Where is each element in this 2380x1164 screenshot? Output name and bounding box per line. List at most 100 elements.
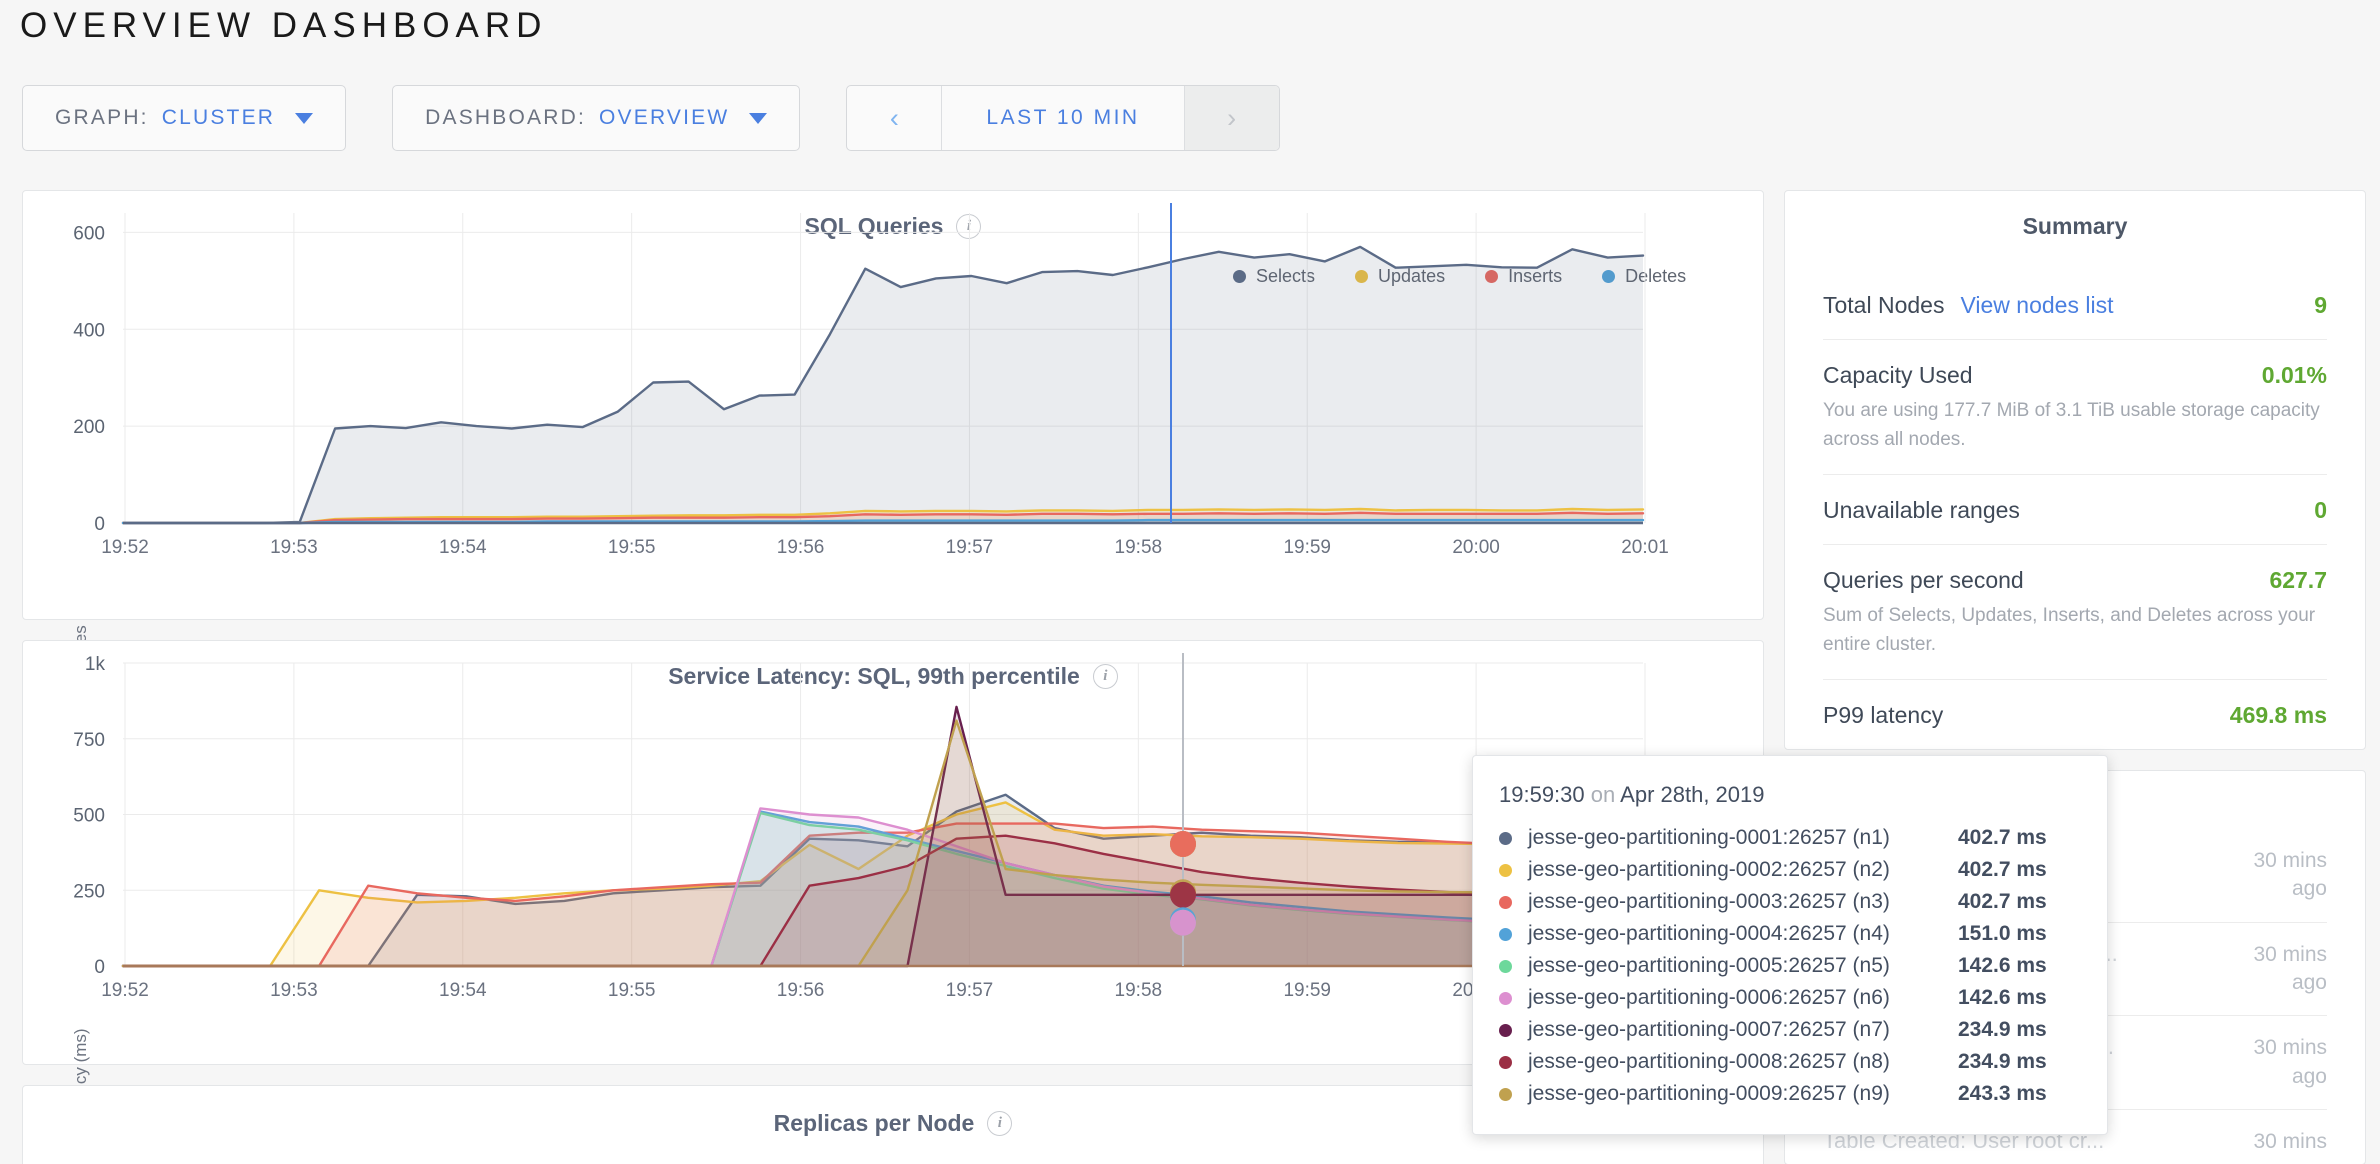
summary-label: Capacity Used <box>1823 362 1973 388</box>
summary-value: 627.7 <box>2269 567 2327 593</box>
tooltip-row: jesse-geo-partitioning-0001:26257 (n1) 40… <box>1499 822 2077 854</box>
legend-label-updates: Updates <box>1378 266 1446 286</box>
tooltip-row: jesse-geo-partitioning-0006:26257 (n6) 14… <box>1499 982 2077 1014</box>
event-time: 30 mins ago <box>2253 849 2327 901</box>
tooltip-row: jesse-geo-partitioning-0004:26257 (n4) 15… <box>1499 918 2077 950</box>
sql-queries-card: SQL Queries i Selects Updates Inserts De… <box>22 190 1765 681</box>
dashboard-select[interactable]: DASHBOARD: OVERVIEW <box>392 85 801 151</box>
chevron-down-icon <box>295 112 314 124</box>
sql-queries-plot[interactable]: 0 200 400 600 19:52 19:53 19:54 19:55 19:56 19:57… <box>23 191 1765 621</box>
y-tick-label: 1k <box>85 654 106 675</box>
legend-dot-inserts <box>1485 270 1499 283</box>
x-tick-label: 19:53 <box>270 980 318 1001</box>
x-tick-label: 19:55 <box>608 537 656 558</box>
tooltip-series-name: jesse-geo-partitioning-0002:26257 (n2) <box>1528 858 1890 881</box>
chevron-down-icon <box>749 112 768 124</box>
y-tick-label: 0 <box>94 957 105 978</box>
x-tick-label: 19:55 <box>608 980 656 1001</box>
tooltip-series-name: jesse-geo-partitioning-0008:26257 (n8) <box>1528 1050 1890 1073</box>
legend-item-deletes[interactable]: Deletes <box>1602 266 1686 287</box>
tooltip-series-name: jesse-geo-partitioning-0007:26257 (n7) <box>1528 1018 1890 1041</box>
summary-label: Total Nodes <box>1823 292 1945 318</box>
tooltip-date: Apr 28th, 2019 <box>1620 782 1765 807</box>
y-tick-label: 500 <box>73 806 105 827</box>
info-icon[interactable]: i <box>987 1111 1013 1136</box>
latency-title: Service Latency: SQL, 99th percentile <box>668 663 1080 689</box>
graph-select[interactable]: GRAPH: CLUSTER <box>22 85 347 151</box>
tooltip-series-value: 402.7 ms <box>1958 826 2047 849</box>
x-tick-label: 19:54 <box>439 980 487 1001</box>
legend-label-deletes: Deletes <box>1625 266 1687 286</box>
tooltip-series-value: 234.9 ms <box>1958 1050 2047 1073</box>
view-nodes-list-link[interactable]: View nodes list <box>1960 292 2114 318</box>
page-title: OVERVIEW DASHBOARD <box>20 6 548 45</box>
tooltip-row: jesse-geo-partitioning-0009:26257 (n9) 24… <box>1499 1078 2077 1110</box>
tooltip-series-name: jesse-geo-partitioning-0004:26257 (n4) <box>1528 922 1890 945</box>
graph-select-value: CLUSTER <box>161 106 276 129</box>
sql-queries-legend: Selects Updates Inserts Deletes <box>1233 266 1686 287</box>
summary-value: 9 <box>2314 292 2327 318</box>
x-tick-label: 19:59 <box>1283 537 1331 558</box>
sql-queries-title: SQL Queries <box>804 213 944 239</box>
tooltip-row: jesse-geo-partitioning-0003:26257 (n3) 40… <box>1499 886 2077 918</box>
legend-dot-updates <box>1355 270 1369 283</box>
tooltip-row: jesse-geo-partitioning-0002:26257 (n2) 40… <box>1499 854 2077 886</box>
prev-range-button[interactable]: ‹ <box>847 86 943 150</box>
tooltip-series-value: 234.9 ms <box>1958 1018 2047 1041</box>
summary-label: P99 latency <box>1823 702 1944 728</box>
legend-label-inserts: Inserts <box>1508 266 1563 286</box>
event-time: 30 mins ago <box>2253 1036 2327 1088</box>
tooltip-series-name: jesse-geo-partitioning-0006:26257 (n6) <box>1528 986 1890 1009</box>
latency-card: Service Latency: SQL, 99th percentile i … <box>22 640 1765 1121</box>
toolbar: GRAPH: CLUSTER DASHBOARD: OVERVIEW ‹ LAS… <box>22 85 1280 151</box>
tooltip-series-dot <box>1499 895 1512 909</box>
replicas-title: Replicas per Node <box>773 1110 975 1136</box>
x-tick-label: 19:56 <box>777 537 825 558</box>
event-time: 30 mins ago <box>2253 1130 2327 1164</box>
time-range-picker: ‹ LAST 10 MIN › <box>846 85 1280 151</box>
y-tick-label: 750 <box>73 730 105 751</box>
summary-row-unavailable-ranges: Unavailable ranges 0 <box>1823 474 2327 544</box>
tooltip-on-word: on <box>1590 782 1616 807</box>
tooltip-series-value: 142.6 ms <box>1958 954 2047 977</box>
legend-item-updates[interactable]: Updates <box>1355 266 1445 287</box>
y-tick-label: 250 <box>73 881 105 902</box>
tooltip-series-dot <box>1499 1055 1512 1069</box>
legend-item-inserts[interactable]: Inserts <box>1485 266 1562 287</box>
tooltip-series-value: 142.6 ms <box>1958 986 2047 1009</box>
legend-item-selects[interactable]: Selects <box>1233 266 1315 287</box>
tooltip-series-dot <box>1499 959 1512 973</box>
tooltip-row: jesse-geo-partitioning-0008:26257 (n8) 23… <box>1499 1046 2077 1078</box>
tooltip-series-dot <box>1499 991 1512 1005</box>
x-tick-label: 19:52 <box>101 537 149 558</box>
legend-dot-deletes <box>1602 270 1616 283</box>
summary-row-queries-per-second: Queries per second 627.7 Sum of Selects,… <box>1823 544 2327 679</box>
info-icon[interactable]: i <box>1092 664 1118 689</box>
tooltip-series-name: jesse-geo-partitioning-0009:26257 (n9) <box>1528 1082 1890 1105</box>
x-tick-label: 19:53 <box>270 537 318 558</box>
x-tick-label: 19:58 <box>1115 537 1163 558</box>
legend-label-selects: Selects <box>1256 266 1316 286</box>
replicas-title-row: Replicas per Node i <box>23 1110 1763 1137</box>
x-tick-label: 19:54 <box>439 537 487 558</box>
x-tick-label: 19:58 <box>1115 980 1163 1001</box>
tooltip-series-value: 243.3 ms <box>1958 1082 2047 1105</box>
summary-row-capacity-used: Capacity Used 0.01% You are using 177.7 … <box>1823 339 2327 474</box>
graph-select-label: GRAPH: <box>55 106 149 129</box>
tooltip-series-value: 402.7 ms <box>1958 858 2047 881</box>
latency-plot[interactable]: 0 250 500 750 1k 19:52 19:53 19:54 19:55 19:56 19:… <box>23 641 1765 1066</box>
summary-card: Summary Total Nodes View nodes list 9 Ca… <box>1784 190 2366 750</box>
tooltip-series-dot <box>1499 1023 1512 1037</box>
x-tick-label: 19:52 <box>101 980 149 1001</box>
summary-label: Unavailable ranges <box>1823 497 2020 523</box>
time-range-label[interactable]: LAST 10 MIN <box>986 106 1140 129</box>
chart-tooltip: 19:59:30 on Apr 28th, 2019 jesse-geo-par… <box>1472 755 2108 1135</box>
summary-value: 0.01% <box>2261 362 2327 388</box>
tooltip-series-value: 151.0 ms <box>1958 922 2047 945</box>
dashboard-select-value: OVERVIEW <box>599 106 730 129</box>
x-tick-label: 19:57 <box>946 980 994 1001</box>
summary-value: 469.8 ms <box>2229 702 2327 728</box>
y-tick-label: 600 <box>73 223 105 244</box>
tooltip-series-name: jesse-geo-partitioning-0003:26257 (n3) <box>1528 890 1890 913</box>
next-range-button[interactable]: › <box>1183 86 1279 150</box>
